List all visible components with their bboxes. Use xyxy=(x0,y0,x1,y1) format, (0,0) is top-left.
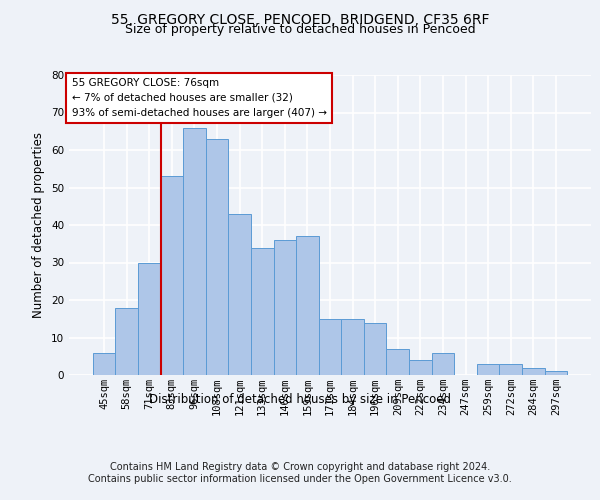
Text: Contains public sector information licensed under the Open Government Licence v3: Contains public sector information licen… xyxy=(88,474,512,484)
Y-axis label: Number of detached properties: Number of detached properties xyxy=(32,132,46,318)
Bar xyxy=(386,349,409,375)
Bar xyxy=(341,319,364,375)
Bar xyxy=(206,138,229,375)
Bar xyxy=(251,248,274,375)
Bar xyxy=(183,128,206,375)
Bar xyxy=(161,176,183,375)
Text: 55, GREGORY CLOSE, PENCOED, BRIDGEND, CF35 6RF: 55, GREGORY CLOSE, PENCOED, BRIDGEND, CF… xyxy=(111,12,489,26)
Text: Size of property relative to detached houses in Pencoed: Size of property relative to detached ho… xyxy=(125,22,475,36)
Bar xyxy=(431,352,454,375)
Bar xyxy=(499,364,522,375)
Bar xyxy=(274,240,296,375)
Bar xyxy=(115,308,138,375)
Text: 55 GREGORY CLOSE: 76sqm
← 7% of detached houses are smaller (32)
93% of semi-det: 55 GREGORY CLOSE: 76sqm ← 7% of detached… xyxy=(71,78,326,118)
Bar xyxy=(93,352,115,375)
Text: Contains HM Land Registry data © Crown copyright and database right 2024.: Contains HM Land Registry data © Crown c… xyxy=(110,462,490,472)
Bar xyxy=(409,360,431,375)
Bar xyxy=(229,214,251,375)
Bar xyxy=(319,319,341,375)
Bar xyxy=(522,368,545,375)
Text: Distribution of detached houses by size in Pencoed: Distribution of detached houses by size … xyxy=(149,392,451,406)
Bar xyxy=(138,262,161,375)
Bar xyxy=(296,236,319,375)
Bar xyxy=(545,371,567,375)
Bar xyxy=(477,364,499,375)
Bar xyxy=(364,322,386,375)
